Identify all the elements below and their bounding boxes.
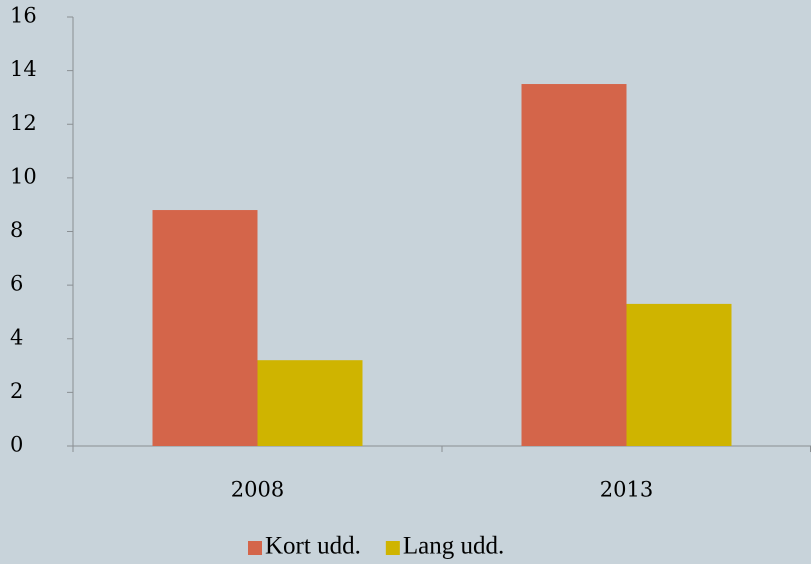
bar — [626, 303, 732, 446]
y-tick-label: 8 — [10, 218, 23, 242]
bar — [257, 360, 363, 446]
x-tick-label: 2008 — [231, 478, 284, 502]
x-tick-label: 2013 — [600, 478, 653, 502]
bar — [521, 84, 627, 446]
bar — [152, 210, 258, 446]
legend-label: Kort udd. — [265, 533, 361, 560]
y-tick-label: 10 — [10, 164, 37, 188]
legend-swatch — [385, 541, 400, 555]
y-tick-label: 12 — [10, 111, 37, 135]
y-tick-label: 0 — [10, 433, 23, 457]
legend-label: Lang udd. — [403, 533, 504, 560]
legend-swatch — [248, 541, 262, 555]
y-tick-label: 2 — [10, 379, 23, 403]
y-tick-label: 16 — [10, 4, 37, 28]
y-tick-label: 6 — [10, 272, 23, 296]
y-tick-label: 4 — [10, 325, 23, 349]
y-tick-label: 14 — [10, 57, 37, 81]
